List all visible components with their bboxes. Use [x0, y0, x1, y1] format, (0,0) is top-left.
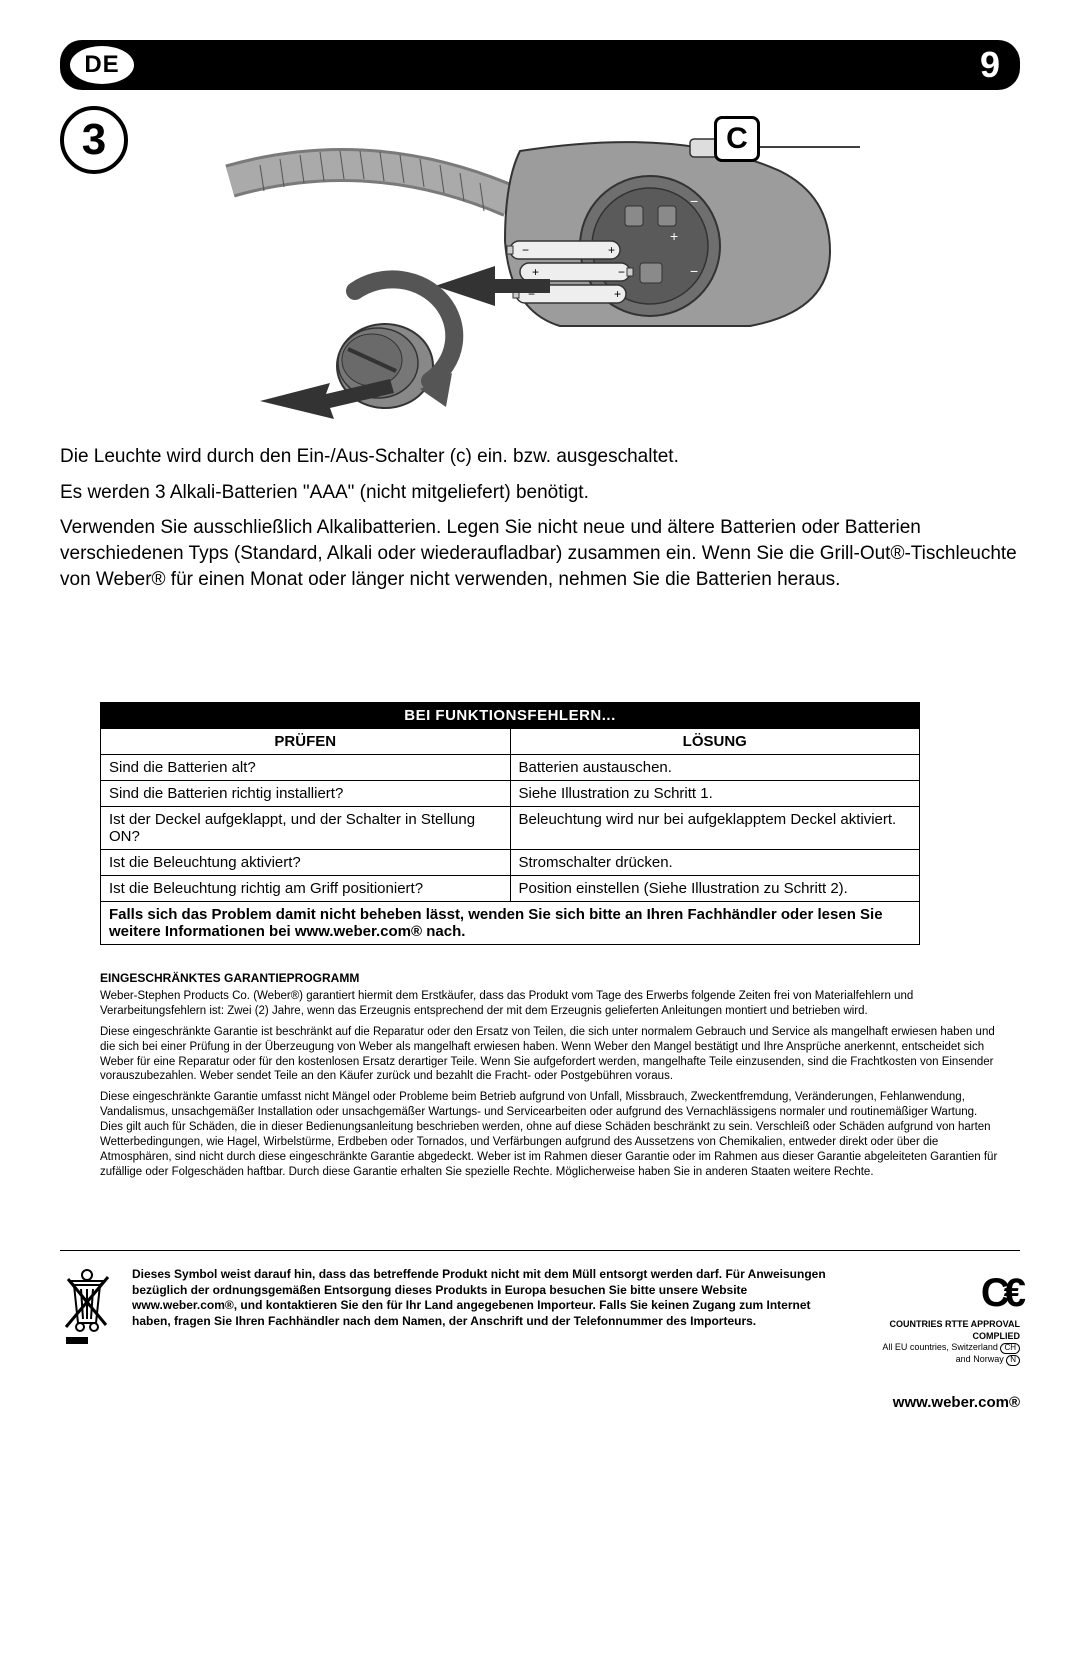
- svg-text:+: +: [614, 287, 621, 301]
- table-row: Ist die Beleuchtung richtig am Griff pos…: [101, 876, 920, 902]
- ce-line2: All EU countries, Switzerland CH: [860, 1342, 1020, 1354]
- instruction-p3: Verwenden Sie ausschließlich Alkalibatte…: [60, 515, 1020, 592]
- table-row: Ist die Beleuchtung aktiviert?Stromschal…: [101, 850, 920, 876]
- illustration-block: 3 C −: [60, 106, 1020, 426]
- svg-text:−: −: [690, 263, 698, 279]
- ce-line1: COUNTRIES RTTE APPROVAL COMPLIED: [860, 1319, 1020, 1342]
- col-check: PRÜFEN: [101, 729, 511, 755]
- callout-c: C: [714, 116, 760, 162]
- svg-text:−: −: [690, 193, 698, 209]
- separator-line: [60, 1250, 1020, 1251]
- ce-compliance: C€ COUNTRIES RTTE APPROVAL COMPLIED All …: [860, 1267, 1020, 1366]
- svg-text:+: +: [608, 243, 615, 257]
- warranty-heading: EINGESCHRÄNKTES GARANTIEPROGRAMM: [100, 971, 1000, 987]
- svg-text:−: −: [522, 243, 529, 257]
- troubleshoot-table: BEI FUNKTIONSFEHLERN... PRÜFEN LÖSUNG Si…: [100, 702, 920, 945]
- disposal-row: Dieses Symbol weist darauf hin, dass das…: [60, 1267, 1020, 1366]
- page-number: 9: [980, 44, 1000, 86]
- ce-mark-icon: C€: [860, 1267, 1020, 1319]
- table-footer: Falls sich das Problem damit nicht beheb…: [101, 902, 920, 945]
- language-badge: DE: [70, 46, 134, 84]
- table-title: BEI FUNKTIONSFEHLERN...: [101, 703, 920, 729]
- col-solution: LÖSUNG: [510, 729, 920, 755]
- table-row: Ist der Deckel aufgeklappt, und der Scha…: [101, 807, 920, 850]
- ce-line3: and Norway N: [860, 1354, 1020, 1366]
- warranty-p3: Diese eingeschränkte Garantie umfasst ni…: [100, 1090, 1000, 1180]
- page-header: DE 9: [60, 40, 1020, 90]
- country-code-ch: CH: [1000, 1343, 1020, 1354]
- warranty-p1: Weber-Stephen Products Co. (Weber®) gara…: [100, 989, 1000, 1019]
- svg-text:+: +: [670, 228, 678, 244]
- footer-url: www.weber.com®: [60, 1394, 1020, 1411]
- warranty-block: EINGESCHRÄNKTES GARANTIEPROGRAMM Weber-S…: [100, 971, 1000, 1180]
- table-row: Sind die Batterien richtig installiert?S…: [101, 781, 920, 807]
- step-number-circle: 3: [60, 106, 128, 174]
- instruction-text: Die Leuchte wird durch den Ein-/Aus-Scha…: [60, 444, 1020, 592]
- weee-icon: [60, 1267, 114, 1350]
- country-code-n: N: [1006, 1355, 1020, 1366]
- product-illustration: − + − −+ +− −+: [60, 106, 1020, 426]
- table-row: Sind die Batterien alt?Batterien austaus…: [101, 755, 920, 781]
- instruction-p2: Es werden 3 Alkali-Batterien "AAA" (nich…: [60, 480, 1020, 506]
- instruction-p1: Die Leuchte wird durch den Ein-/Aus-Scha…: [60, 444, 1020, 470]
- disposal-text: Dieses Symbol weist darauf hin, dass das…: [132, 1267, 842, 1329]
- warranty-p2: Diese eingeschränkte Garantie ist beschr…: [100, 1025, 1000, 1085]
- svg-text:−: −: [618, 265, 625, 279]
- svg-text:+: +: [532, 265, 539, 279]
